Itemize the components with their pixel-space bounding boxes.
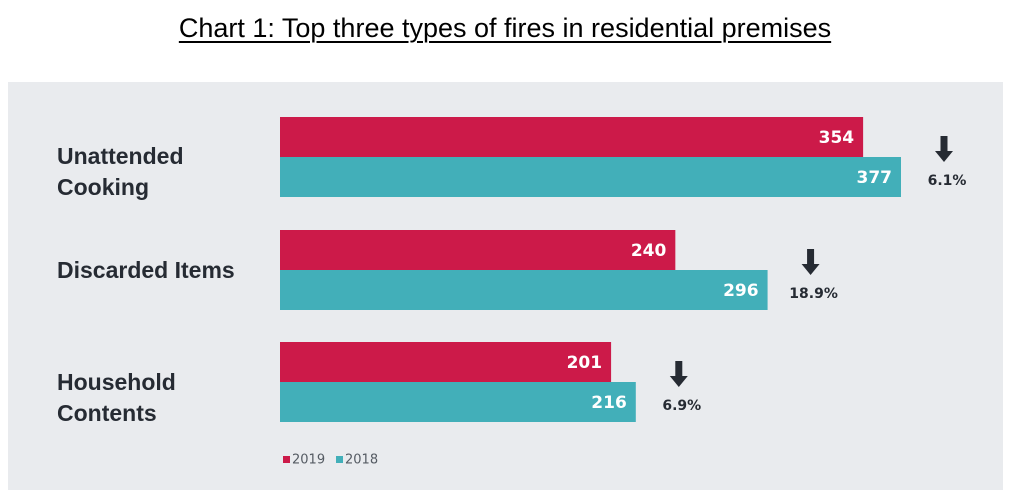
down-arrow-icon xyxy=(801,249,820,275)
bar-value-label: 377 xyxy=(857,168,893,188)
bar-value-label: 296 xyxy=(723,281,759,301)
bar-2019 xyxy=(280,342,612,382)
bar-2019 xyxy=(280,117,864,157)
percent-change-label: 18.9% xyxy=(789,286,838,302)
bar-value-label: 354 xyxy=(819,128,855,148)
bar-value-label: 240 xyxy=(631,241,667,261)
bar-2019 xyxy=(280,230,676,270)
percent-change-label: 6.1% xyxy=(928,173,967,189)
legend-label-2019: 2019 xyxy=(292,453,325,468)
legend-swatch-2018 xyxy=(336,456,343,463)
bar-2018 xyxy=(280,270,768,310)
bar-2018 xyxy=(280,382,636,422)
legend-swatch-2019 xyxy=(283,456,290,463)
percent-change-label: 6.9% xyxy=(662,398,701,414)
category-label-household-contents: Household Contents xyxy=(57,369,176,426)
down-arrow-icon xyxy=(935,136,953,162)
down-arrow-icon xyxy=(669,361,688,387)
category-label-unattended-cooking: Unattended Cooking xyxy=(57,143,184,200)
legend-label-2018: 2018 xyxy=(345,453,378,468)
bar-value-label: 201 xyxy=(567,353,603,373)
category-label-discarded-items: Discarded Items xyxy=(57,257,235,283)
chart-title: Chart 1: Top three types of fires in res… xyxy=(178,13,832,43)
bar-2018 xyxy=(280,157,901,197)
bar-value-label: 216 xyxy=(591,393,627,413)
